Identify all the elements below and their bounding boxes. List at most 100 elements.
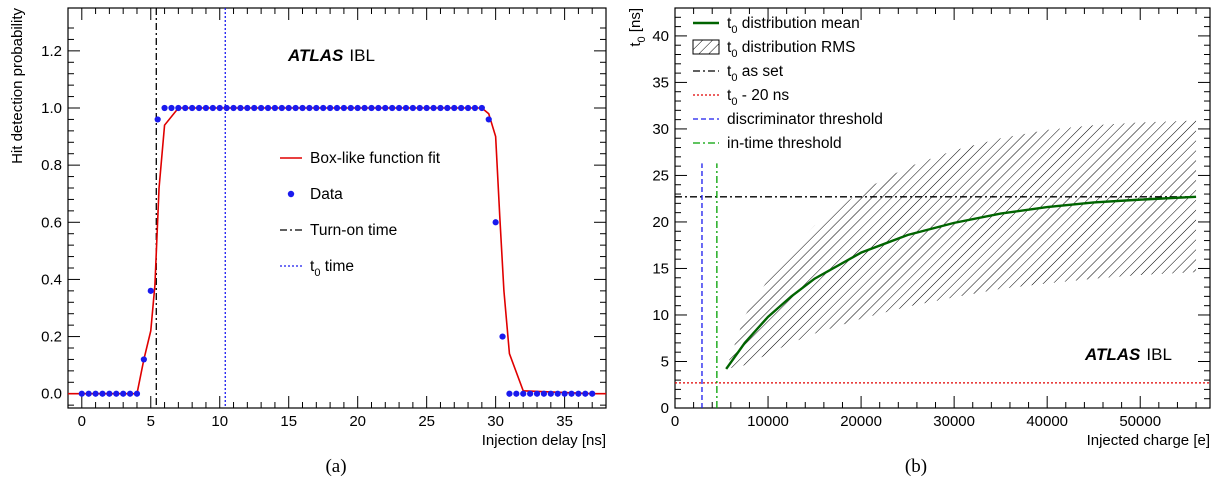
data-point <box>402 104 410 112</box>
y-tick-label-b: 40 <box>652 28 669 45</box>
data-point <box>237 104 244 112</box>
x-tick-label-b: 40000 <box>1026 413 1068 430</box>
data-point <box>416 104 423 112</box>
x-tick-label-a: 0 <box>78 413 86 430</box>
y-tick-label-a: 1.2 <box>41 43 62 60</box>
y-tick-label-a: 0.2 <box>41 329 62 346</box>
data-point <box>492 219 499 226</box>
data-point <box>299 104 306 112</box>
mean-curve <box>725 195 1197 370</box>
data-point <box>499 333 506 340</box>
y-tick-label-b: 0 <box>661 400 669 417</box>
legend-data-swatch <box>287 190 295 198</box>
data-point <box>278 104 285 112</box>
x-axis-title-b: Injected charge [e] <box>1087 432 1210 449</box>
data-point <box>168 104 175 112</box>
data-point <box>582 390 589 397</box>
data-point <box>285 104 292 112</box>
x-tick-label-b: 10000 <box>747 413 789 430</box>
x-tick-label-a: 20 <box>349 413 366 430</box>
y-axis-title-b-label: [ns] <box>627 8 644 36</box>
legend-minus20-label-symbol: t <box>727 87 732 104</box>
atlas-label-bold: ATLAS <box>287 46 344 65</box>
x-tick-label-a: 35 <box>556 413 573 430</box>
data-point <box>223 104 230 112</box>
y-tick-label-b: 20 <box>652 214 669 231</box>
data-point <box>140 356 147 363</box>
y-tick-label-a: 0.0 <box>41 386 62 403</box>
data-point <box>313 104 320 112</box>
rms-band <box>726 120 1197 369</box>
data-point <box>209 104 216 112</box>
data-point <box>533 390 541 397</box>
atlas-label-a: ATLAS IBL <box>287 46 375 65</box>
legend-fit-label: Box-like function fit <box>310 150 441 167</box>
data-point <box>113 390 120 397</box>
data-point <box>354 104 361 112</box>
y-tick-label-b: 35 <box>652 74 669 91</box>
x-tick-label-b: 0 <box>671 413 679 430</box>
data-point <box>451 104 458 112</box>
atlas-label-rest: IBL <box>1146 345 1172 364</box>
y-tick-label-a: 0.6 <box>41 214 62 231</box>
data-point <box>333 104 341 112</box>
data-point <box>306 104 313 112</box>
data-point <box>78 390 85 397</box>
legend-t0-label-symbol: t <box>310 258 315 275</box>
x-tick-label-a: 25 <box>418 413 435 430</box>
data-point <box>375 104 382 112</box>
x-tick-label-a: 15 <box>280 413 297 430</box>
data-point <box>320 104 327 112</box>
y-axis-title-b-subscript: 0 <box>636 36 648 42</box>
data-point <box>575 390 582 397</box>
atlas-label-b: ATLAS IBL <box>1084 345 1172 364</box>
legend-disc-label: discriminator threshold <box>727 111 883 128</box>
data-point <box>471 104 479 112</box>
data-point <box>485 116 492 123</box>
x-axis-title-a: Injection delay [ns] <box>482 432 606 449</box>
data-point <box>244 104 251 112</box>
data-point <box>92 390 99 397</box>
data-point <box>327 104 334 112</box>
legend-asset-label-subscript: 0 <box>731 72 737 84</box>
y-tick-label-b: 15 <box>652 260 669 277</box>
data-point <box>292 104 299 112</box>
legend-rms-label: t0 distribution RMS <box>727 39 855 60</box>
data-point <box>216 104 223 112</box>
data-point <box>264 104 272 112</box>
data-point <box>368 104 375 112</box>
legend-mean-label-label: distribution mean <box>737 15 859 32</box>
y-tick-label-a: 0.8 <box>41 157 62 174</box>
data-point <box>258 104 265 112</box>
legend-a: Box-like function fit Data Turn-on time t0 … <box>280 150 441 279</box>
data-point <box>430 104 437 112</box>
data-point <box>106 390 113 397</box>
data-point <box>437 104 444 112</box>
data-point <box>195 104 203 112</box>
x-tick-label-a: 5 <box>147 413 155 430</box>
data-point <box>230 104 237 112</box>
legend-turnon-label: Turn-on time <box>310 222 397 239</box>
data-point <box>126 390 134 397</box>
atlas-label-bold: ATLAS <box>1084 345 1141 364</box>
data-point <box>347 104 354 112</box>
data-point <box>161 104 168 112</box>
atlas-label-rest: IBL <box>349 46 375 65</box>
legend-asset-label: t0 as set <box>727 63 784 84</box>
data-point <box>85 390 92 397</box>
data-point <box>458 104 465 112</box>
x-tick-label-b: 30000 <box>933 413 975 430</box>
data-point <box>202 104 210 112</box>
data-point <box>182 104 189 112</box>
data-point <box>120 390 127 397</box>
data-point <box>547 390 554 397</box>
legend-rms-label-label: distribution RMS <box>737 39 855 56</box>
legend-t0-label-label: time <box>320 258 354 275</box>
data-point <box>554 390 561 397</box>
data-point <box>340 104 347 112</box>
panel-label-a: (a) <box>325 456 346 477</box>
legend-minus20-label-subscript: 0 <box>731 96 737 108</box>
legend-rms-label-subscript: 0 <box>731 48 737 60</box>
data-point <box>513 390 520 397</box>
